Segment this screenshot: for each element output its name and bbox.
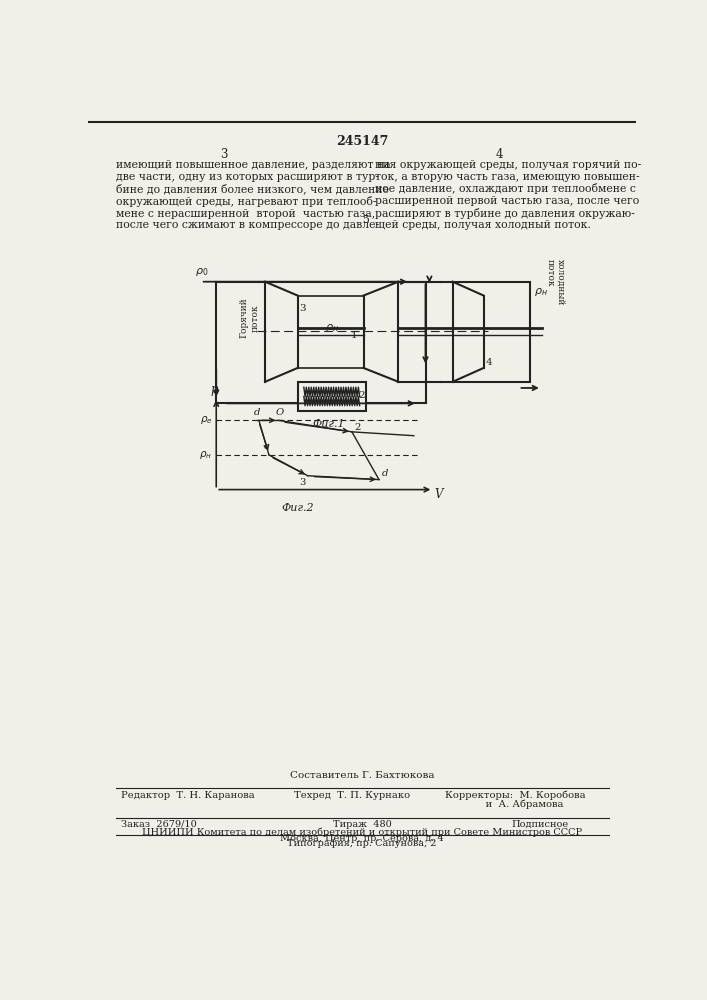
Text: Фиг.1: Фиг.1 <box>312 419 345 429</box>
Text: $\rho_0$: $\rho_0$ <box>195 266 209 278</box>
Text: Москва, Центр, пр. Серова, д. 4: Москва, Центр, пр. Серова, д. 4 <box>280 834 444 843</box>
Text: Техред  Т. П. Курнако: Техред Т. П. Курнако <box>293 791 410 800</box>
Text: Редактор  Т. Н. Каранова: Редактор Т. Н. Каранова <box>121 791 255 800</box>
Text: 3: 3 <box>299 478 305 487</box>
Text: Подписное: Подписное <box>512 820 569 829</box>
Text: p: p <box>210 383 218 396</box>
Text: d: d <box>381 469 387 478</box>
Text: 3: 3 <box>221 148 228 161</box>
Text: Составитель Г. Бахтюкова: Составитель Г. Бахтюкова <box>290 771 434 780</box>
Text: e: e <box>264 442 269 451</box>
Text: $\rho_н$: $\rho_н$ <box>199 449 212 461</box>
Text: 2: 2 <box>354 424 361 432</box>
Text: V: V <box>435 488 443 501</box>
Text: ния окружающей среды, получая горячий по-
ток, а вторую часть газа, имеющую повы: ния окружающей среды, получая горячий по… <box>375 160 641 230</box>
Text: 1: 1 <box>351 331 358 340</box>
Text: $\rho_e$: $\rho_e$ <box>199 414 212 426</box>
Text: ЦНИИПИ Комитета по делам изобретений и открытий при Совете Министров СССР: ЦНИИПИ Комитета по делам изобретений и о… <box>142 828 582 837</box>
Text: Фиг.2: Фиг.2 <box>281 503 314 513</box>
Text: Типография, пр. Сапунова, 2: Типография, пр. Сапунова, 2 <box>287 839 437 848</box>
Text: 4: 4 <box>486 358 493 367</box>
Text: Заказ  2679/10: Заказ 2679/10 <box>121 820 197 829</box>
Text: $\rho_н$: $\rho_н$ <box>325 322 339 334</box>
Text: 5: 5 <box>363 215 369 225</box>
Text: и  А. Абрамова: и А. Абрамова <box>445 800 563 809</box>
Text: Корректоры:  М. Коробова: Корректоры: М. Коробова <box>445 791 585 800</box>
Text: 3: 3 <box>299 304 306 313</box>
Text: 4: 4 <box>496 148 503 161</box>
Bar <box>298 382 366 411</box>
Text: $\rho_н$: $\rho_н$ <box>534 286 548 298</box>
Text: Тираж  480: Тираж 480 <box>332 820 392 829</box>
Text: d: d <box>254 408 260 417</box>
Text: 2: 2 <box>358 391 365 400</box>
Text: O: O <box>276 408 284 417</box>
Text: 245147: 245147 <box>336 135 388 148</box>
Bar <box>298 296 363 368</box>
Text: имеющий повышенное давление, разделяют на
две части, одну из которых расширяют в: имеющий повышенное давление, разделяют н… <box>115 160 390 230</box>
Text: Горячий
поток: Горячий поток <box>240 298 259 338</box>
Text: холодный
поток: холодный поток <box>546 259 565 305</box>
